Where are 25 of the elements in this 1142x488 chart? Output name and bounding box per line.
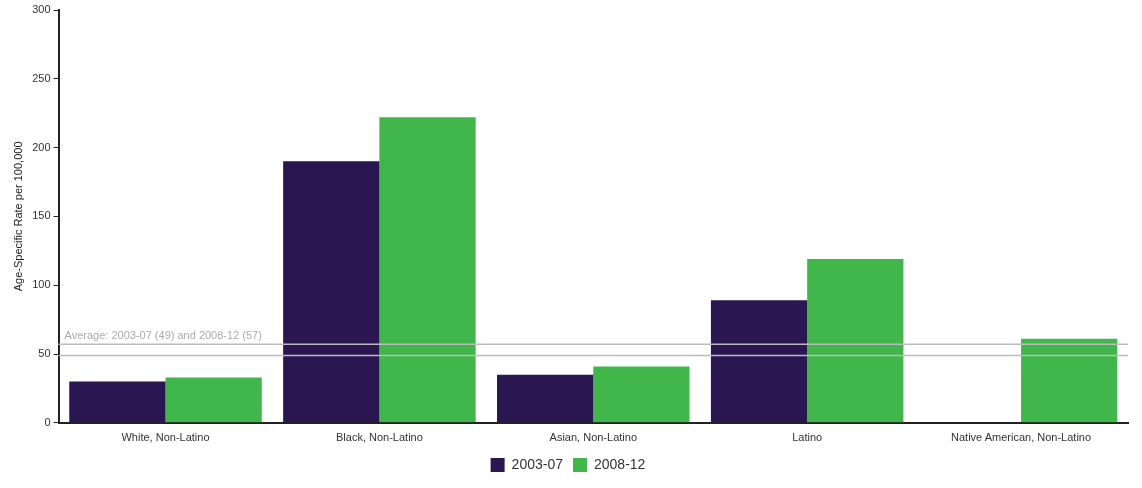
bar [497,374,594,423]
annotation: Average: 2003-07 (49) and 2008-12 (57) [64,328,262,341]
y-tick-label: 50 [38,347,51,360]
bar [283,161,380,423]
y-axis-title: Age-Specific Rate per 100,000 [11,141,24,292]
bar [593,366,690,423]
y-tick-label: 200 [32,140,51,153]
y-tick-label: 0 [44,415,51,428]
x-tick-label: Asian, Non-Latino [549,431,637,444]
bar [69,381,166,423]
y-tick-label: 150 [32,209,51,222]
x-tick-label: Native American, Non-Latino [951,431,1092,444]
bar [807,259,904,423]
x-tick-label: Black, Non-Latino [335,431,423,444]
y-tick-label: 100 [32,278,51,291]
x-tick-label: Latino [792,431,823,444]
bar [379,117,476,423]
y-tick-label: 250 [32,71,51,84]
legend-label: 2003-07 [511,455,564,472]
bar [165,377,262,423]
bar [710,300,808,423]
x-tick-label: White, Non-Latino [121,431,210,444]
legend-label: 2008-12 [594,455,646,472]
bar [1021,338,1118,423]
y-tick-label: 300 [32,3,51,16]
